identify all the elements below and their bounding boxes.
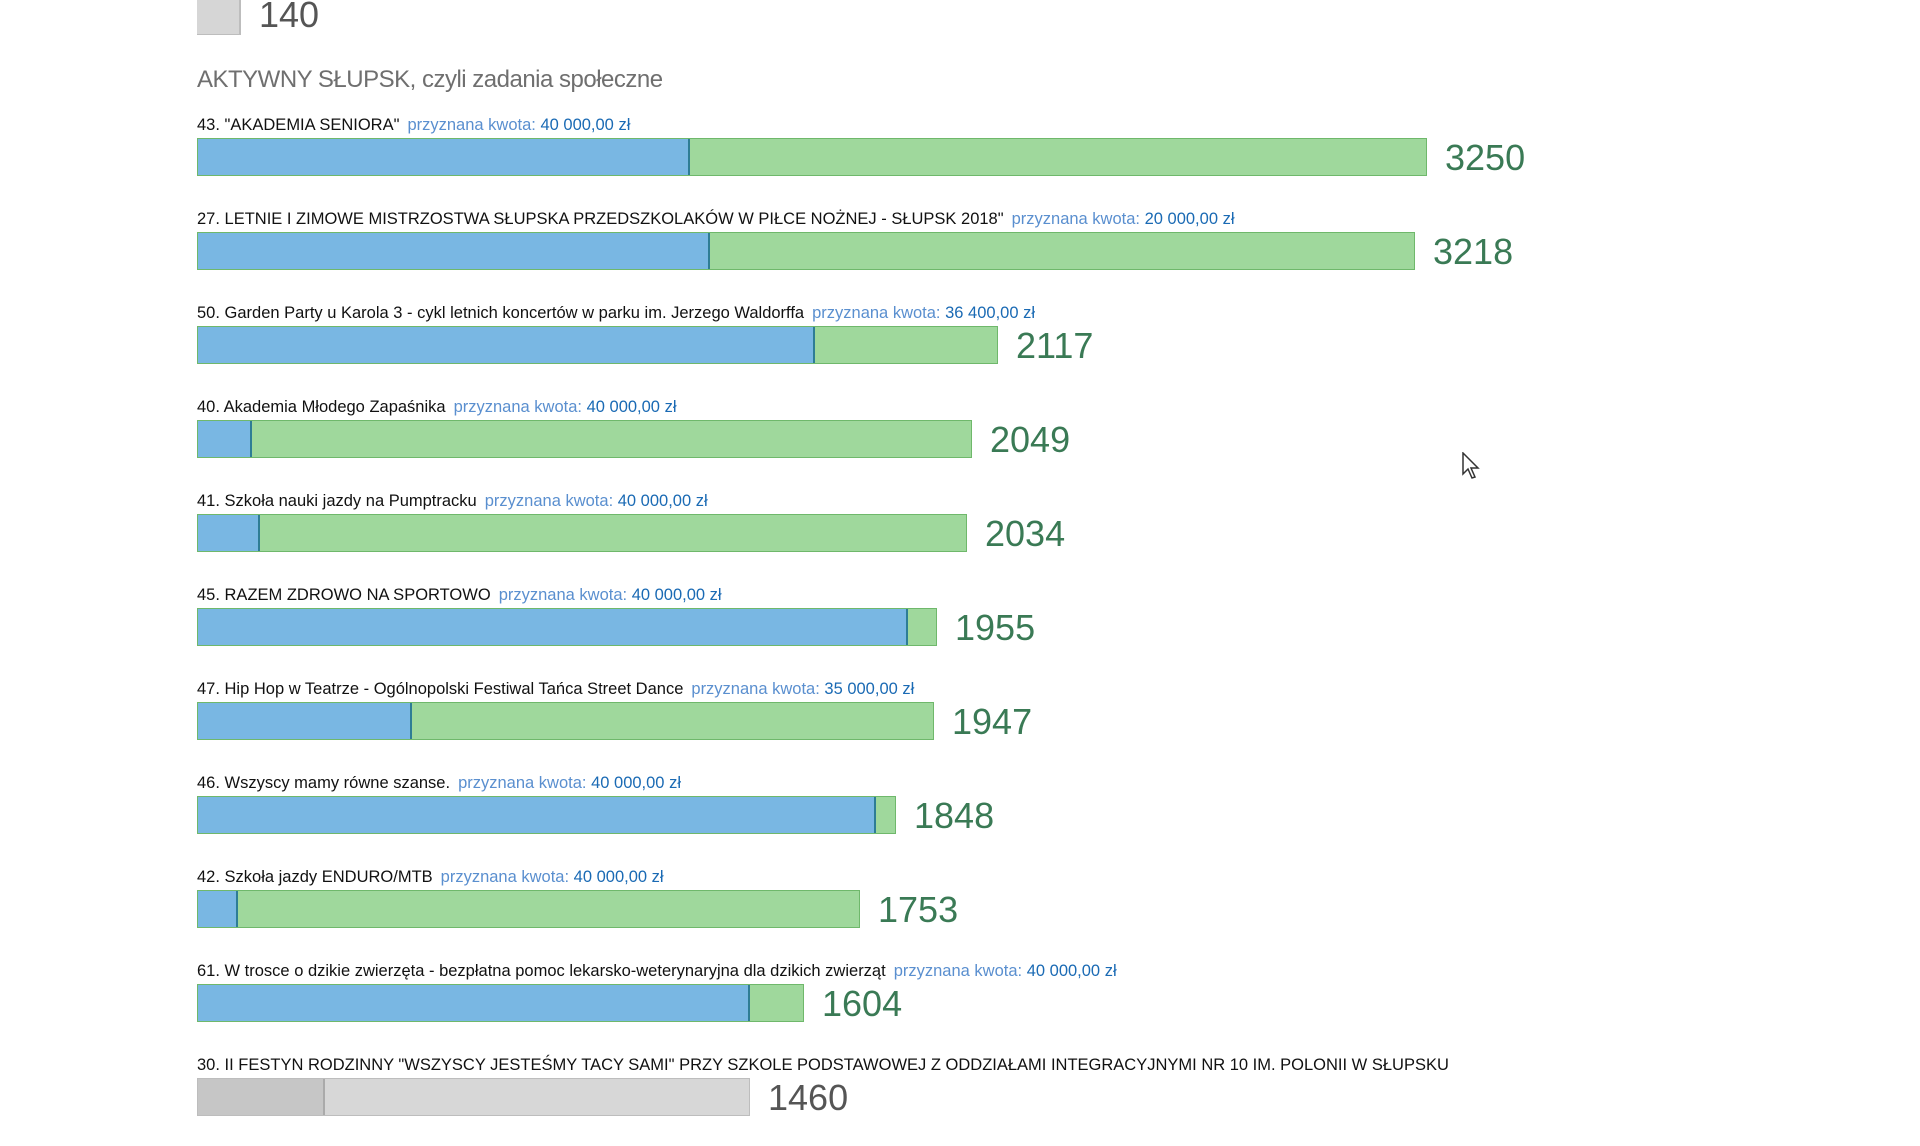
project-label: 42. Szkoła jazdy ENDURO/MTB przyznana kwo…	[197, 866, 664, 888]
project-label: 61. W trosce o dzikie zwierzęta - bezpła…	[197, 960, 1117, 982]
amount-value: 40 000,00 zł	[617, 492, 708, 510]
amount-value: 36 400,00 zł	[945, 304, 1036, 322]
project-item: 46. Wszyscy mamy równe szanse. przyznana …	[197, 772, 1847, 864]
project-name: 40. Akademia Młodego Zapaśnika	[197, 398, 446, 416]
mouse-cursor-icon	[1462, 452, 1480, 479]
project-item: 42. Szkoła jazdy ENDURO/MTB przyznana kwo…	[197, 866, 1847, 958]
amount-value: 40 000,00 zł	[631, 586, 722, 604]
project-item: 40. Akademia Młodego Zapaśnika przyznana …	[197, 396, 1847, 488]
project-label: 27. LETNIE I ZIMOWE MISTRZOSTWA SŁUPSKA …	[197, 208, 1235, 230]
amount-label: przyznana kwota:	[812, 304, 941, 322]
amount-label: przyznana kwota:	[440, 868, 570, 886]
project-label: 43. "AKADEMIA SENIORA" przyznana kwota: 4…	[197, 114, 630, 136]
amount-label: przyznana kwota:	[458, 774, 587, 792]
section-title: AKTYWNY SŁUPSK, czyli zadania społeczne	[197, 66, 663, 93]
project-label: 50. Garden Party u Karola 3 - cykl letni…	[197, 302, 1035, 324]
amount-value: 20 000,00 zł	[1144, 210, 1235, 228]
votes-bar	[197, 232, 1415, 270]
votes-bar-fill	[198, 797, 876, 833]
project-name: 30. II FESTYN RODZINNY "WSZYSCY JESTEŚMY…	[197, 1056, 1449, 1074]
project-name: 27. LETNIE I ZIMOWE MISTRZOSTWA SŁUPSKA …	[197, 210, 1004, 228]
votes-count: 1753	[878, 889, 959, 930]
amount-value: 40 000,00 zł	[1026, 962, 1117, 980]
votes-bar-fill	[198, 515, 260, 551]
amount-label: przyznana kwota:	[453, 398, 582, 416]
votes-bar-fill	[198, 703, 412, 739]
votes-bar	[197, 138, 1427, 176]
amount-value: 40 000,00 zł	[540, 116, 631, 134]
project-item: 47. Hip Hop w Teatrze - Ogólnopolski Fes…	[197, 678, 1847, 770]
votes-bar-fill	[198, 891, 238, 927]
votes-bar-fill	[198, 1079, 325, 1115]
votes-count: 1955	[955, 607, 1036, 648]
amount-label: przyznana kwota:	[691, 680, 820, 698]
amount-label: przyznana kwota:	[407, 116, 536, 134]
votes-count: 2117	[1016, 325, 1094, 366]
votes-count: 1947	[952, 701, 1033, 742]
project-label: 40. Akademia Młodego Zapaśnika przyznana …	[197, 396, 676, 418]
project-item: 50. Garden Party u Karola 3 - cykl letni…	[197, 302, 1847, 394]
votes-bar-fill	[198, 233, 710, 269]
project-item: 45. RAZEM ZDROWO NA SPORTOWO przyznana kw…	[197, 584, 1847, 676]
project-name: 61. W trosce o dzikie zwierzęta - bezpła…	[197, 962, 886, 980]
votes-bar	[197, 514, 967, 552]
votes-bar	[197, 608, 937, 646]
amount-value: 40 000,00 zł	[591, 774, 681, 792]
project-name: 41. Szkoła nauki jazdy na Pumptracku	[197, 492, 477, 510]
votes-count: 1604	[822, 983, 903, 1024]
previous-project-votes: 140	[259, 0, 320, 35]
project-item: 30. II FESTYN RODZINNY "WSZYSCY JESTEŚMY…	[197, 1054, 1847, 1146]
previous-project-bar	[197, 0, 241, 35]
project-name: 50. Garden Party u Karola 3 - cykl letni…	[197, 304, 805, 322]
votes-bar	[197, 702, 934, 740]
project-item: 61. W trosce o dzikie zwierzęta - bezpła…	[197, 960, 1847, 1052]
votes-bar	[197, 1078, 750, 1116]
votes-bar	[197, 890, 860, 928]
votes-count: 3218	[1433, 231, 1514, 272]
project-item: 41. Szkoła nauki jazdy na Pumptracku przy…	[197, 490, 1847, 582]
votes-count: 3250	[1445, 137, 1526, 178]
amount-label: przyznana kwota:	[498, 586, 628, 604]
votes-count: 2034	[985, 513, 1066, 554]
amount-value: 40 000,00 zł	[573, 868, 664, 886]
votes-bar-fill	[198, 421, 252, 457]
votes-bar-fill	[198, 609, 908, 645]
votes-count: 1460	[768, 1077, 849, 1118]
votes-bar-fill	[198, 327, 815, 363]
amount-label: przyznana kwota:	[893, 962, 1023, 980]
project-label: 41. Szkoła nauki jazdy na Pumptracku przy…	[197, 490, 708, 512]
votes-bar	[197, 796, 896, 834]
votes-bar-fill	[198, 985, 750, 1021]
project-item: 43. "AKADEMIA SENIORA" przyznana kwota: 4…	[197, 114, 1847, 206]
amount-label: przyznana kwota:	[484, 492, 614, 510]
votes-count: 1848	[914, 795, 995, 836]
votes-bar	[197, 326, 998, 364]
project-name: 45. RAZEM ZDROWO NA SPORTOWO	[197, 586, 491, 604]
project-name: 46. Wszyscy mamy równe szanse.	[197, 774, 451, 792]
amount-label: przyznana kwota:	[1011, 210, 1140, 228]
project-name: 47. Hip Hop w Teatrze - Ogólnopolski Fes…	[197, 680, 684, 698]
project-name: 42. Szkoła jazdy ENDURO/MTB	[197, 868, 433, 886]
amount-value: 35 000,00 zł	[824, 680, 915, 698]
project-label: 45. RAZEM ZDROWO NA SPORTOWO przyznana kw…	[197, 584, 722, 606]
project-label: 30. II FESTYN RODZINNY "WSZYSCY JESTEŚMY…	[197, 1054, 1449, 1076]
amount-value: 40 000,00 zł	[586, 398, 677, 416]
project-label: 47. Hip Hop w Teatrze - Ogólnopolski Fes…	[197, 678, 914, 700]
project-name: 43. "AKADEMIA SENIORA"	[197, 116, 400, 134]
votes-bar	[197, 420, 972, 458]
project-item: 27. LETNIE I ZIMOWE MISTRZOSTWA SŁUPSKA …	[197, 208, 1847, 300]
votes-bar-fill	[198, 139, 690, 175]
project-label: 46. Wszyscy mamy równe szanse. przyznana …	[197, 772, 681, 794]
votes-count: 2049	[990, 419, 1071, 460]
votes-bar	[197, 984, 804, 1022]
